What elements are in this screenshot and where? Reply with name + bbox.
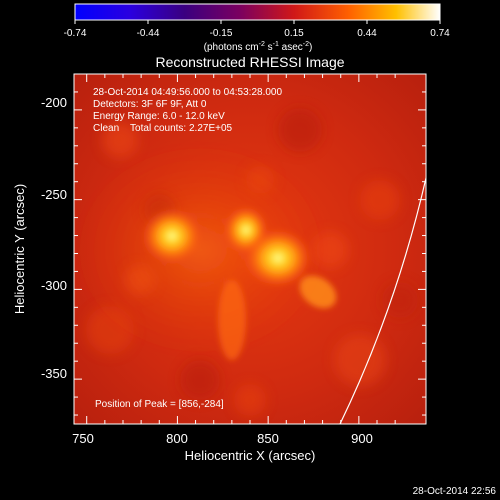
colorbar-tick-label: 0.44	[357, 28, 377, 39]
rhessi-image	[74, 74, 426, 424]
y-axis-label: Heliocentric Y (arcsec)	[12, 184, 27, 314]
y-tick-label: -300	[41, 278, 67, 293]
colorbar-tick-label: -0.44	[137, 28, 160, 39]
colorbar-tick-label: 0.74	[430, 28, 450, 39]
y-tick-label: -250	[41, 187, 67, 202]
solar-limb	[339, 175, 426, 424]
render-timestamp: 28-Oct-2014 22:56	[413, 486, 497, 497]
peak-position-label: Position of Peak = [856,-284]	[95, 399, 224, 410]
x-axis-ticks	[86, 74, 396, 424]
x-tick-label: 800	[166, 431, 188, 446]
image-title: Reconstructed RHESSI Image	[155, 54, 344, 70]
colorbar-units: (photons cm-2 s-1 asec-2)	[204, 41, 313, 53]
colorbar-tick-label: -0.74	[64, 28, 87, 39]
x-axis-label: Heliocentric X (arcsec)	[185, 448, 316, 463]
info-line-4: Clean Total counts: 2.27E+05	[93, 123, 233, 134]
colorbar-tick-label: -0.15	[210, 28, 233, 39]
info-line-1: 28-Oct-2014 04:49:56.000 to 04:53:28.000	[93, 87, 282, 98]
x-tick-label: 750	[72, 431, 94, 446]
colorbar-tick-label: 0.15	[284, 28, 304, 39]
y-tick-label: -200	[41, 95, 67, 110]
y-tick-label: -350	[41, 366, 67, 381]
colorbar-ticks	[74, 20, 441, 24]
y-axis-ticks	[74, 91, 426, 416]
colorbar	[74, 3, 441, 21]
x-tick-label: 850	[257, 431, 279, 446]
info-line-2: Detectors: 3F 6F 9F, Att 0	[93, 99, 207, 110]
info-line-3: Energy Range: 6.0 - 12.0 keV	[93, 111, 225, 122]
x-tick-label: 900	[351, 431, 373, 446]
